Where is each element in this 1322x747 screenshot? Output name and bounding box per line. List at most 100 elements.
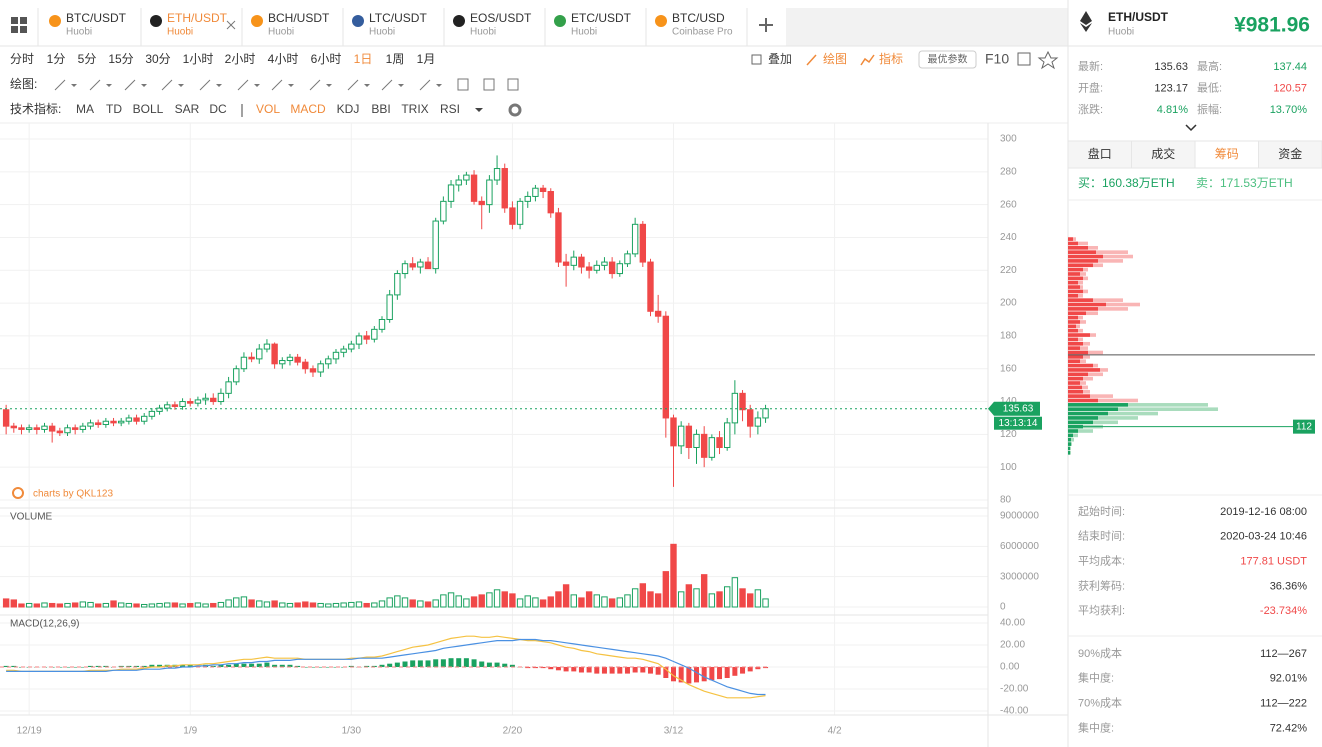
indicator[interactable]: RSI <box>440 102 460 116</box>
candle-body <box>171 404 179 407</box>
tab-symbol[interactable]: BCH/USDT <box>268 11 330 25</box>
volume-bar <box>110 600 117 608</box>
indicator[interactable]: VOL <box>256 102 280 116</box>
volume-bar <box>363 602 370 608</box>
stats-icon[interactable] <box>457 78 469 91</box>
period[interactable]: 1小时 <box>183 52 214 66</box>
candle-body <box>532 187 539 197</box>
volume-bar <box>731 577 739 608</box>
indicator[interactable]: DC <box>209 102 227 116</box>
indicator[interactable]: MA <box>76 102 94 116</box>
volume-bar <box>394 595 401 608</box>
period[interactable]: 5分 <box>78 52 97 66</box>
watermark: charts by QKL123 <box>33 489 113 500</box>
x-tick-label: 1/9 <box>183 726 197 737</box>
panel-tab[interactable] <box>1258 140 1322 169</box>
period[interactable]: 15分 <box>108 52 133 66</box>
indicator[interactable]: BBI <box>371 102 390 116</box>
apps-icon[interactable] <box>11 17 18 24</box>
volume-bar <box>578 597 585 608</box>
tab-symbol[interactable]: ETH/USDT <box>167 11 228 25</box>
favorite-icon[interactable] <box>1037 50 1059 70</box>
expand-chevron[interactable] <box>1185 124 1197 132</box>
macd-histogram-bar <box>540 667 546 669</box>
toolbar-overlay[interactable]: 叠加 <box>768 52 792 66</box>
period[interactable]: 6小时 <box>311 52 342 66</box>
volume-bar <box>693 588 700 608</box>
candle-body <box>355 335 363 345</box>
y-tick-label: 180 <box>1000 331 1017 342</box>
drawing-tool <box>161 79 173 91</box>
apps-icon[interactable] <box>20 26 27 33</box>
toolbar-indicator[interactable]: 指标 <box>879 51 903 66</box>
macd-histogram-bar <box>241 663 247 667</box>
chip-bar-dark <box>1068 389 1083 394</box>
volume-bar <box>248 599 255 608</box>
candle-body <box>631 223 639 255</box>
volume-bar <box>25 602 33 608</box>
volume-bar <box>762 598 769 608</box>
indicator[interactable]: KDJ <box>337 102 360 116</box>
tab-symbol[interactable]: EOS/USDT <box>470 11 532 25</box>
clear-icon[interactable] <box>507 78 519 91</box>
macd-histogram-bar <box>678 667 684 683</box>
apps-icon[interactable] <box>11 26 18 33</box>
volume-bar <box>616 597 624 608</box>
volume-bar <box>325 603 332 608</box>
volume-tick-label: 6000000 <box>1000 541 1039 552</box>
chip-bar-light <box>1068 394 1113 398</box>
apps-icon[interactable] <box>20 17 27 24</box>
indicator[interactable]: MACD <box>290 102 326 116</box>
indicator[interactable]: BOLL <box>133 102 164 116</box>
countdown-label: 13:13:14 <box>999 418 1038 429</box>
tab-exchange: Huobi <box>369 27 395 38</box>
candle-body <box>309 368 317 373</box>
panel-tab[interactable] <box>1131 140 1196 169</box>
tab-icon <box>554 15 566 27</box>
delete-icon[interactable] <box>483 78 495 91</box>
period[interactable]: 4小时 <box>268 52 299 66</box>
macd-histogram-bar <box>694 667 700 683</box>
indicator[interactable]: SAR <box>175 102 200 116</box>
candle-body <box>700 433 708 458</box>
period[interactable]: 1周 <box>386 52 405 66</box>
params-button[interactable] <box>918 50 977 69</box>
period[interactable]: 分时 <box>10 52 34 66</box>
volume-bar <box>2 598 10 608</box>
chip-bar-dark <box>1068 341 1083 346</box>
macd-histogram-bar <box>310 667 316 668</box>
quote-label: 最新: <box>1078 59 1103 73</box>
chip-bar-dark <box>1068 416 1098 420</box>
chip-bar-dark <box>1068 293 1078 298</box>
volume-bar <box>41 602 48 608</box>
macd-histogram-bar <box>348 665 354 667</box>
period[interactable]: 1日 <box>354 52 373 66</box>
toolbar-f10[interactable]: F10 <box>985 51 1009 67</box>
y-tick-label: 220 <box>1000 265 1017 276</box>
volume-tick-label: 9000000 <box>1000 511 1039 522</box>
period[interactable]: 1分 <box>47 52 66 66</box>
period[interactable]: 30分 <box>145 52 170 66</box>
indicator[interactable]: TD <box>106 102 122 116</box>
candle-body <box>332 351 340 360</box>
volume-bar <box>670 543 677 608</box>
candle-body <box>141 415 148 422</box>
macd-histogram-bar <box>555 667 561 671</box>
panel-tab[interactable] <box>1194 140 1259 169</box>
toolbar-draw[interactable]: 绘图 <box>823 51 847 66</box>
volume-bar <box>417 600 424 608</box>
indicator[interactable]: TRIX <box>401 102 428 116</box>
settings-icon[interactable] <box>508 103 522 117</box>
tab-symbol[interactable]: ETC/USDT <box>571 11 632 25</box>
macd-histogram-bar <box>134 665 140 667</box>
tab-symbol[interactable]: LTC/USDT <box>369 11 427 25</box>
period[interactable]: 2小时 <box>225 52 256 66</box>
fullscreen-icon[interactable] <box>1017 52 1031 66</box>
y-tick-label: 140 <box>1000 396 1017 407</box>
tab-symbol[interactable]: BTC/USD <box>672 11 725 25</box>
period[interactable]: 1月 <box>417 52 436 66</box>
candle-body <box>2 409 10 427</box>
tab-symbol[interactable]: BTC/USDT <box>66 11 127 25</box>
candle-body <box>371 328 378 340</box>
candle-body <box>440 200 447 222</box>
